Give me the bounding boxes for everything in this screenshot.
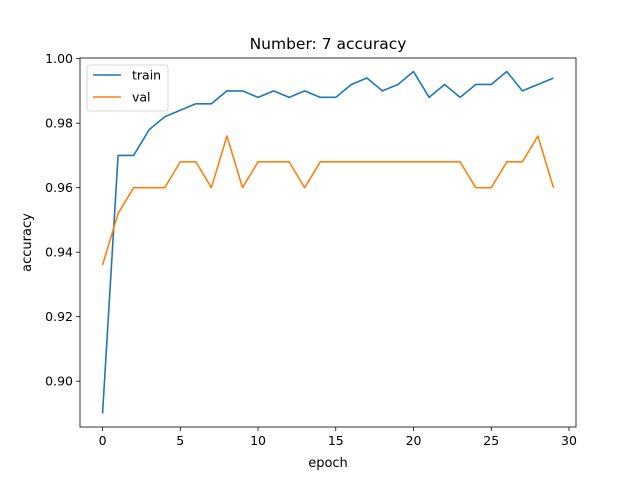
x-tick-label: 0: [99, 433, 107, 448]
x-tick-label: 20: [406, 433, 422, 448]
chart-title: Number: 7 accuracy: [250, 35, 407, 53]
legend-label-val: val: [132, 90, 151, 105]
y-tick-label: 0.92: [45, 309, 73, 324]
y-tick-label: 0.94: [45, 245, 73, 260]
legend-label-train: train: [132, 68, 161, 83]
y-tick-label: 1.00: [45, 51, 73, 66]
plot-frame: [79, 57, 577, 428]
x-tick-label: 25: [483, 433, 499, 448]
x-axis-label: epoch: [308, 456, 348, 471]
legend-box: [86, 64, 169, 112]
y-tick-label: 0.98: [45, 116, 73, 131]
x-tick-label: 5: [176, 433, 184, 448]
x-tick-label: 30: [561, 433, 577, 448]
legend: train val: [86, 64, 169, 112]
x-tick-label: 10: [250, 433, 266, 448]
tick-layer: 0 5 10 15 20 25 30 0.90 0.92 0.94 0.96 0.98 1.00: [45, 51, 577, 448]
series-layer: [101, 70, 555, 414]
x-tick-label: 15: [328, 433, 344, 448]
series-line-val: [101, 135, 555, 266]
y-axis-label: accuracy: [20, 213, 35, 272]
series-line-train: [101, 70, 554, 414]
y-tick-label: 0.96: [45, 180, 73, 195]
y-tick-label: 0.90: [45, 374, 73, 389]
